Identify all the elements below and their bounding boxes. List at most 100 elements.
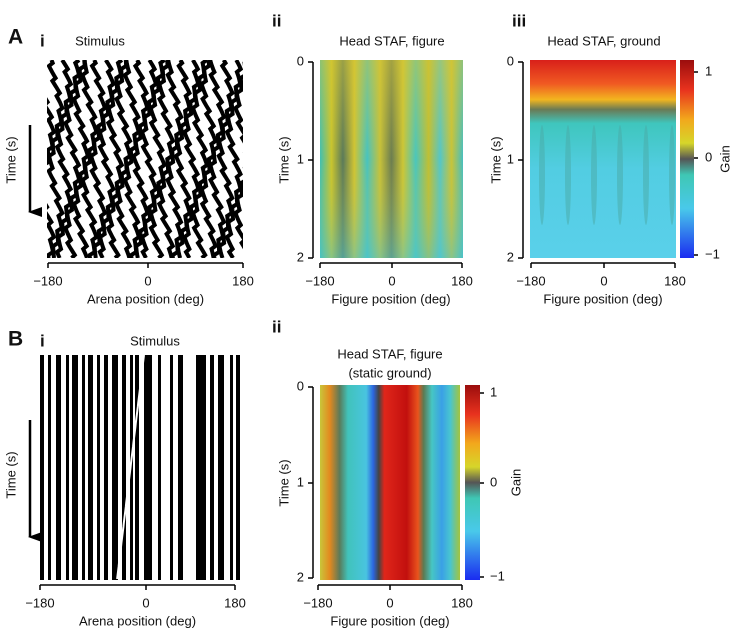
y-tick-label: 2 [507, 249, 514, 264]
stimulus-stripe [207, 60, 227, 258]
x-tick-label: 180 [232, 273, 254, 288]
colorbar-tick-label: 0 [705, 149, 712, 164]
heatmap-streak [617, 125, 623, 225]
x-axis-label: Arena position (deg) [87, 291, 204, 306]
colorbar-tick-label: −1 [705, 246, 720, 261]
x-tick-label: 180 [451, 595, 473, 610]
panel-title: Stimulus [130, 333, 180, 348]
stimulus-bar [104, 355, 108, 580]
x-tick-label: 0 [386, 595, 393, 610]
colorbar-tick-label: 1 [705, 63, 712, 78]
y-axis-label: Time (s) [276, 136, 291, 183]
stimulus-stripe [105, 60, 125, 258]
stimulus-bar [135, 355, 139, 580]
stimulus-bar [144, 355, 152, 580]
y-tick-label: 0 [507, 53, 514, 68]
stimulus-bar [72, 355, 78, 580]
panel-title: Head STAF, ground [547, 33, 660, 48]
stimulus-stripe [80, 60, 99, 258]
x-axis-label: Figure position (deg) [331, 291, 450, 306]
x-tick-label: −180 [303, 595, 332, 610]
panel-sublabel: iii [512, 11, 526, 30]
x-axis-label: Arena position (deg) [79, 613, 196, 628]
x-tick-label: 0 [388, 273, 395, 288]
colorbar-label: Gain [508, 469, 523, 496]
stimulus-bar [122, 355, 126, 580]
panel-title: Head STAF, figure [337, 346, 442, 361]
x-tick-label: −180 [33, 273, 62, 288]
stimulus-bar [82, 355, 85, 580]
y-tick-label: 1 [297, 151, 304, 166]
panel-sublabel: ii [272, 317, 281, 336]
stimulus-stripe [47, 154, 48, 158]
stimulus-stripe [199, 60, 218, 258]
stimulus-bar [236, 355, 240, 580]
stimulus-bar [218, 355, 224, 580]
stimulus-bar [196, 355, 206, 580]
x-tick-label: 180 [664, 273, 686, 288]
stimulus-stripe [122, 60, 142, 258]
colorbar-label: Gain [717, 145, 732, 172]
y-axis-label: Time (s) [3, 136, 18, 183]
x-tick-label: 0 [142, 595, 149, 610]
stimulus-bar [158, 355, 161, 580]
x-tick-label: −180 [305, 273, 334, 288]
panel-sublabel: i [40, 331, 45, 350]
stimulus-bar [230, 355, 233, 580]
y-tick-label: 1 [507, 151, 514, 166]
stimulus-stripe [47, 97, 57, 258]
heatmap-streak [591, 125, 597, 225]
x-tick-label: −180 [516, 273, 545, 288]
colorbar [465, 385, 480, 580]
heatmap [320, 385, 460, 580]
colorbar-tick-label: −1 [490, 568, 505, 583]
colorbar [680, 60, 694, 258]
y-tick-label: 2 [297, 569, 304, 584]
stimulus-bar [56, 355, 61, 580]
x-axis-label: Figure position (deg) [330, 613, 449, 628]
panel-label: B [8, 328, 23, 351]
y-tick-label: 2 [297, 249, 304, 264]
x-axis-label: Figure position (deg) [543, 291, 662, 306]
panel-sublabel: i [40, 31, 45, 50]
panel-title: Head STAF, figure [339, 33, 444, 48]
heatmap-streak [669, 125, 675, 225]
stimulus-bar [97, 355, 100, 580]
x-tick-label: 0 [144, 273, 151, 288]
stimulus-figure [116, 354, 145, 580]
colorbar-tick-label: 1 [490, 384, 497, 399]
stimulus-stripe [241, 82, 243, 204]
panel-label: A [8, 26, 23, 49]
stimulus-bar [48, 355, 51, 580]
stimulus-stripe [253, 60, 267, 258]
panel-sublabel: ii [272, 11, 281, 30]
stimulus-stripe [190, 60, 210, 258]
stimulus-stripe [165, 60, 184, 258]
heatmap [530, 60, 676, 258]
panel-title: Stimulus [75, 33, 125, 48]
heatmap-streak [643, 125, 649, 225]
stimulus-bar [170, 355, 173, 580]
y-tick-label: 0 [297, 53, 304, 68]
panel-title: (static ground) [348, 365, 431, 380]
y-axis-label: Time (s) [3, 451, 18, 498]
y-tick-label: 0 [297, 378, 304, 393]
x-tick-label: 0 [600, 273, 607, 288]
stimulus-stripe [233, 61, 243, 250]
stimulus-stripe [156, 60, 176, 258]
y-axis-label: Time (s) [488, 136, 503, 183]
stimulus-bar [112, 355, 118, 580]
x-tick-label: −180 [25, 595, 54, 610]
stimulus-bar [210, 355, 214, 580]
stimulus-stripe [71, 60, 91, 258]
stimulus-bar [40, 355, 44, 580]
stimulus-bar [178, 355, 183, 580]
stimulus-stripe [63, 60, 82, 258]
x-tick-label: 180 [451, 273, 473, 288]
y-axis-label: Time (s) [276, 459, 291, 506]
y-tick-label: 1 [297, 474, 304, 489]
x-tick-label: 180 [224, 595, 246, 610]
stimulus-image [40, 354, 240, 580]
heatmap-streak [539, 125, 545, 225]
